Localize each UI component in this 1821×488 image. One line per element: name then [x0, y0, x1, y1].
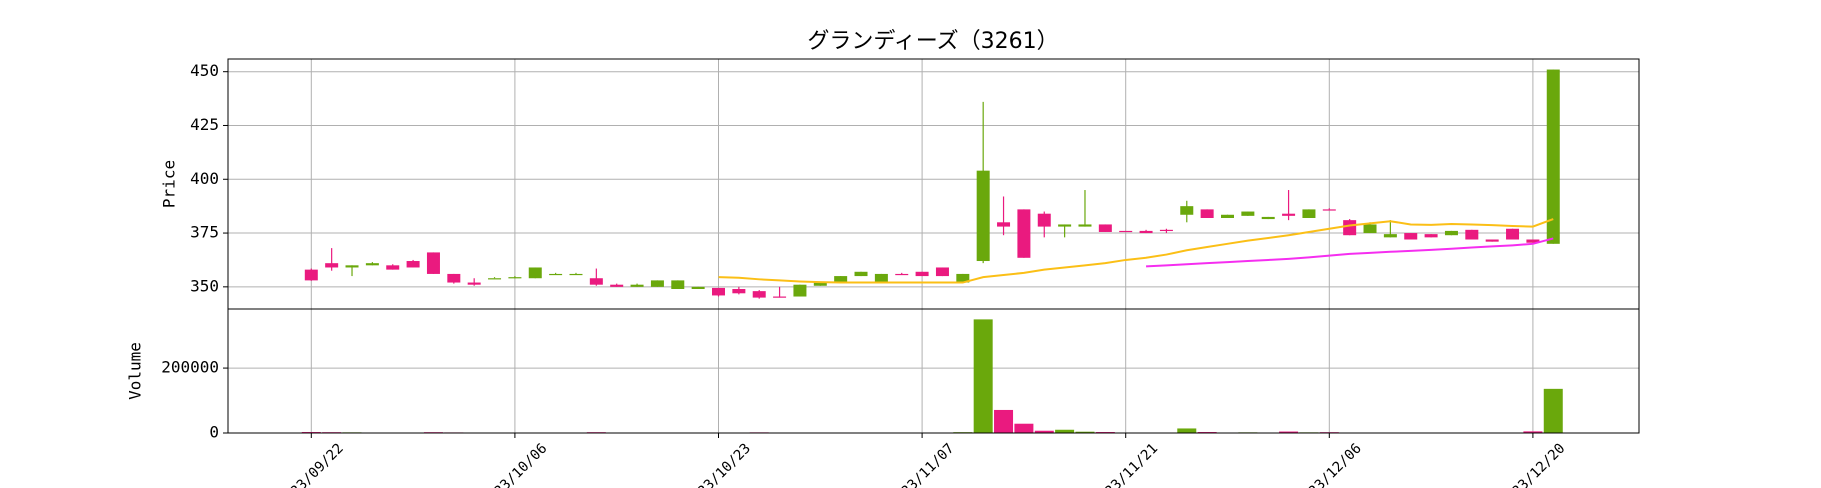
candle-body: [1078, 224, 1092, 227]
candle-body: [1017, 209, 1031, 258]
y-tick-label: 425: [190, 115, 219, 134]
candle-body: [304, 269, 318, 281]
volume-bar: [973, 319, 993, 433]
candle-body: [874, 273, 888, 283]
candle-body: [1526, 239, 1540, 243]
y-tick-label: 400: [190, 169, 219, 188]
candle-body: [1506, 228, 1520, 240]
volume-bar: [1014, 423, 1034, 433]
candle-body: [569, 273, 583, 276]
y-tick-label: 350: [190, 276, 219, 295]
candle-body: [1404, 233, 1418, 240]
candle-body: [447, 273, 461, 283]
candle-body: [997, 222, 1011, 227]
chart-title: グランディーズ（3261）: [807, 29, 1058, 54]
x-tick-label: 2023/11/21: [1090, 441, 1161, 488]
candle-body: [854, 271, 868, 277]
candle-body: [1322, 209, 1336, 211]
candle-body: [752, 291, 766, 298]
candle-body: [1444, 230, 1458, 236]
candle-body: [630, 284, 644, 287]
candle-body: [1200, 209, 1214, 218]
candle-body: [1159, 229, 1173, 232]
moving-average-line: [1146, 237, 1554, 268]
volume-bar: [1177, 428, 1197, 433]
candle-body: [650, 280, 664, 287]
candle-body: [528, 267, 542, 279]
volume-tick-label: 200000: [161, 358, 219, 377]
candle-body: [1241, 211, 1255, 216]
y-tick-label: 375: [190, 223, 219, 242]
candle-body: [956, 273, 970, 283]
x-tick-label: 2023/12/06: [1294, 441, 1365, 488]
candle-body: [935, 267, 949, 277]
x-tick-label: 2023/12/20: [1497, 441, 1568, 488]
candle-body: [549, 273, 563, 276]
volume-bar: [1075, 431, 1095, 433]
candle-body: [773, 296, 787, 298]
volume-bar: [1543, 388, 1563, 433]
candle-body: [1119, 230, 1133, 233]
volume-bar: [1055, 429, 1075, 433]
candle-body: [834, 276, 848, 283]
x-tick-label: 2023/10/23: [683, 441, 754, 488]
y-tick-label: 450: [190, 61, 219, 80]
candle-body: [426, 252, 440, 274]
candle-body: [467, 282, 481, 285]
candle-body: [386, 265, 400, 270]
x-tick-label: 2023/10/06: [479, 441, 550, 488]
volume-bar: [1523, 431, 1543, 433]
candle-body: [1343, 220, 1357, 236]
candle-body: [345, 265, 359, 268]
volume-axes-frame: [227, 308, 1640, 434]
candle-body: [915, 271, 929, 277]
candle-body: [589, 278, 603, 285]
candle-body: [1485, 239, 1499, 242]
volume-bar: [994, 409, 1014, 433]
candle-body: [488, 278, 502, 280]
x-tick-label: 2023/09/22: [276, 441, 347, 488]
candle-body: [1282, 213, 1296, 216]
candle-body: [1180, 206, 1194, 215]
x-tick-label: 2023/11/07: [887, 441, 958, 488]
candle-body: [1261, 216, 1275, 220]
candle-body: [1098, 224, 1112, 232]
candle-body: [813, 282, 827, 286]
candle-body: [325, 263, 339, 268]
candle-body: [732, 288, 746, 294]
volume-bar: [1279, 431, 1299, 433]
candle-body: [1139, 230, 1153, 234]
volume-bar: [1034, 430, 1054, 433]
candle-body: [1465, 229, 1479, 240]
moving-average-line: [718, 218, 1554, 284]
candle-body: [1221, 214, 1234, 218]
candle-body: [712, 287, 725, 296]
candle-body: [1058, 224, 1072, 227]
candle-body: [691, 286, 705, 289]
candle-body: [671, 280, 685, 289]
candle-body: [1363, 224, 1377, 234]
candle-body: [1546, 69, 1560, 244]
candle-body: [1424, 234, 1438, 238]
candle-body: [1037, 213, 1051, 227]
y-axis-label: Price: [160, 160, 179, 208]
volume-tick-label: 0: [209, 423, 219, 442]
candle-body: [793, 284, 807, 297]
candle-body: [365, 263, 379, 266]
candle-body: [406, 261, 420, 268]
candle-body: [895, 273, 909, 276]
candle-body: [610, 284, 624, 287]
candle-body: [976, 170, 990, 262]
candle-body: [1383, 234, 1397, 238]
candle-body: [508, 277, 522, 279]
candle-body: [1302, 209, 1316, 218]
volume-axis-label: Volume: [126, 342, 145, 400]
